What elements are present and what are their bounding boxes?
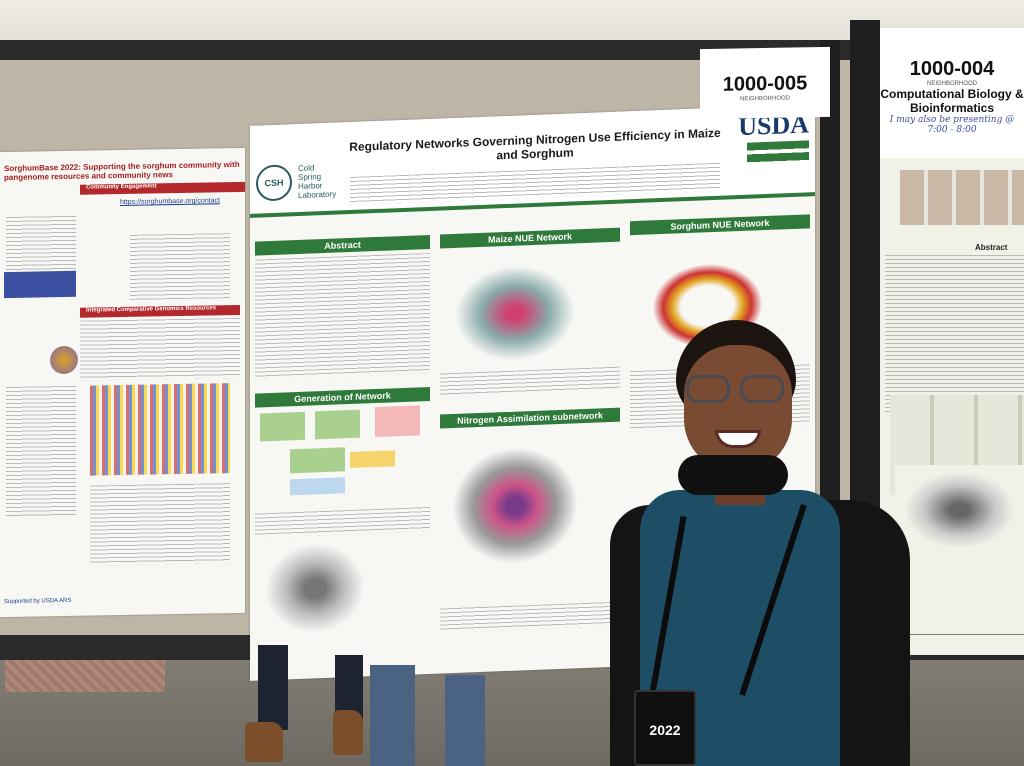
- face-mask: [678, 455, 788, 495]
- poster-title: Regulatory Networks Governing Nitrogen U…: [349, 125, 721, 163]
- maize-network-graph: [455, 263, 575, 363]
- poster-title: SorghumBase 2022: Supporting the sorghum…: [4, 159, 240, 183]
- sorghumbase-poster: SorghumBase 2022: Supporting the sorghum…: [0, 147, 245, 618]
- network-graph: [265, 541, 365, 636]
- author-photos: [900, 170, 1024, 225]
- heatmap-figure: [90, 383, 230, 476]
- plot-figure: [900, 575, 1024, 635]
- usda-logo-wave: [747, 140, 809, 169]
- contact-link: https://sorghumbase.org/contact: [120, 197, 220, 207]
- shoe: [245, 722, 283, 762]
- cshl-logo: CSH: [256, 164, 292, 202]
- abstract-text: [885, 255, 1024, 415]
- section-header-nitrogen: Nitrogen Assimilation subnetwork: [440, 407, 620, 429]
- background-person-leg: [258, 645, 288, 730]
- shoe: [333, 710, 363, 755]
- board-number-card-005: 1000-005 NEIGHBORHOOD: [700, 46, 830, 120]
- screenshot-figure: [4, 270, 76, 299]
- background-person-jeans: [445, 675, 485, 766]
- section-header-engagement: Community Engagement: [80, 181, 245, 195]
- figure-caption: [440, 366, 620, 396]
- text-block: [80, 317, 240, 381]
- flowchart-box: [260, 411, 305, 442]
- abstract-text: [255, 252, 430, 380]
- figure-caption: [440, 601, 620, 633]
- conference-badge: 2022: [634, 690, 696, 766]
- face: [684, 345, 792, 473]
- flowchart-box: [290, 447, 345, 474]
- text-block: [90, 483, 230, 566]
- flowchart-box: [315, 409, 360, 440]
- text-block: [130, 233, 230, 300]
- section-header-sorghum: Sorghum NUE Network: [630, 214, 810, 236]
- background-person-jeans: [370, 665, 415, 766]
- support-text: Supported by USDA ARS: [4, 597, 72, 606]
- nitrogen-network-graph: [450, 443, 580, 569]
- flowchart-box: [350, 450, 395, 469]
- text-block: [6, 385, 76, 518]
- cytoskeleton-poster: Abstract: [880, 155, 1024, 655]
- section-header-abstract: Abstract: [255, 234, 430, 256]
- microscopy-figure: [895, 465, 1024, 555]
- section-header-abstract: Abstract: [975, 243, 1008, 252]
- flowchart-box: [375, 405, 420, 438]
- section-header-maize: Maize NUE Network: [440, 227, 620, 249]
- circle-figure: [50, 345, 78, 375]
- handwritten-note: I may also be presenting @ 7:00 - 8:00: [889, 115, 1015, 135]
- institution-name: Cold Spring Harbor Laboratory: [298, 163, 337, 201]
- presenter: 2022: [610, 315, 910, 766]
- section-header-genomics: Integrated Comparative Genomics Resource…: [80, 304, 240, 318]
- section-header-generation: Generation of Network: [255, 386, 430, 408]
- board-number-card-004: 1000-004 NEIGHBORHOOD Computational Biol…: [880, 28, 1024, 158]
- diagram-block: [6, 215, 76, 278]
- flowchart-box: [290, 477, 345, 496]
- figure-caption: [255, 506, 430, 538]
- glasses: [686, 375, 788, 405]
